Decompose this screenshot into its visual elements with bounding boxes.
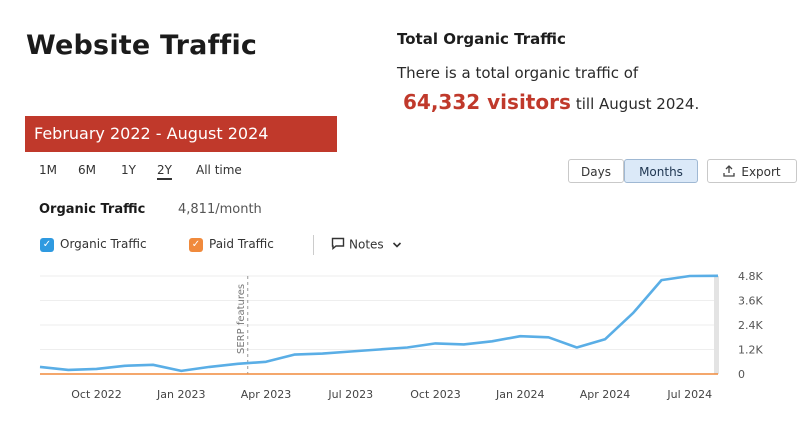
summary-suffix: till August 2024. — [575, 95, 700, 113]
comment-icon — [331, 237, 345, 253]
legend-organic-label: Organic Traffic — [60, 237, 147, 251]
y-tick-label: 1.2K — [738, 344, 763, 357]
summary-visitors-line: 64,332 visitors till August 2024. — [403, 90, 699, 114]
days-toggle-button[interactable]: Days — [568, 159, 624, 183]
x-tick-label: Oct 2022 — [71, 388, 122, 401]
y-tick-label: 0 — [738, 368, 745, 381]
metric-value: 4,811/month — [178, 202, 262, 217]
months-toggle-button[interactable]: Months — [624, 159, 698, 183]
summary-heading: Total Organic Traffic — [397, 30, 566, 48]
x-tick-label: Jul 2023 — [327, 388, 373, 401]
date-range-banner: February 2022 - August 2024 — [25, 116, 337, 152]
organic-traffic-checkbox[interactable]: ✓ — [40, 238, 54, 252]
x-tick-label: Apr 2023 — [241, 388, 292, 401]
y-tick-label: 3.6K — [738, 295, 763, 308]
y-tick-label: 2.4K — [738, 319, 763, 332]
visitors-count: 64,332 visitors — [403, 90, 571, 114]
summary-text: There is a total organic traffic of — [397, 64, 639, 82]
metric-title: Organic Traffic — [39, 202, 146, 217]
export-label: Export — [741, 165, 781, 179]
y-tick-label: 4.8K — [738, 270, 763, 283]
x-tick-label: Jan 2024 — [495, 388, 544, 401]
organic-traffic-line — [39, 274, 719, 373]
range-tab-1y[interactable]: 1Y — [121, 163, 136, 177]
range-tab-6m[interactable]: 6M — [78, 163, 96, 177]
x-tick-label: Jan 2023 — [156, 388, 205, 401]
paid-traffic-checkbox[interactable]: ✓ — [189, 238, 203, 252]
range-tab-1m[interactable]: 1M — [39, 163, 57, 177]
page-title: Website Traffic — [26, 30, 258, 61]
export-button[interactable]: Export — [707, 159, 797, 183]
legend-paid-label: Paid Traffic — [209, 237, 274, 251]
range-tab-2y[interactable]: 2Y — [157, 163, 172, 177]
notes-button[interactable]: Notes — [331, 237, 402, 253]
legend-divider — [313, 235, 314, 255]
x-tick-label: Apr 2024 — [580, 388, 631, 401]
upload-icon — [723, 161, 736, 185]
x-tick-label: Jul 2024 — [666, 388, 712, 401]
annotation-label: SERP features — [236, 284, 247, 354]
organic-traffic-chart: 0 1.2K 2.4K 3.6K 4.8K Oct 2022 Jan 2023 Apr 202… — [39, 270, 763, 401]
current-period-marker — [714, 276, 719, 374]
x-tick-label: Oct 2023 — [410, 388, 461, 401]
range-tab-all-time[interactable]: All time — [196, 163, 242, 177]
check-icon: ✓ — [191, 239, 201, 250]
check-icon: ✓ — [42, 239, 52, 250]
chevron-down-icon — [392, 238, 402, 252]
notes-label: Notes — [349, 237, 384, 252]
